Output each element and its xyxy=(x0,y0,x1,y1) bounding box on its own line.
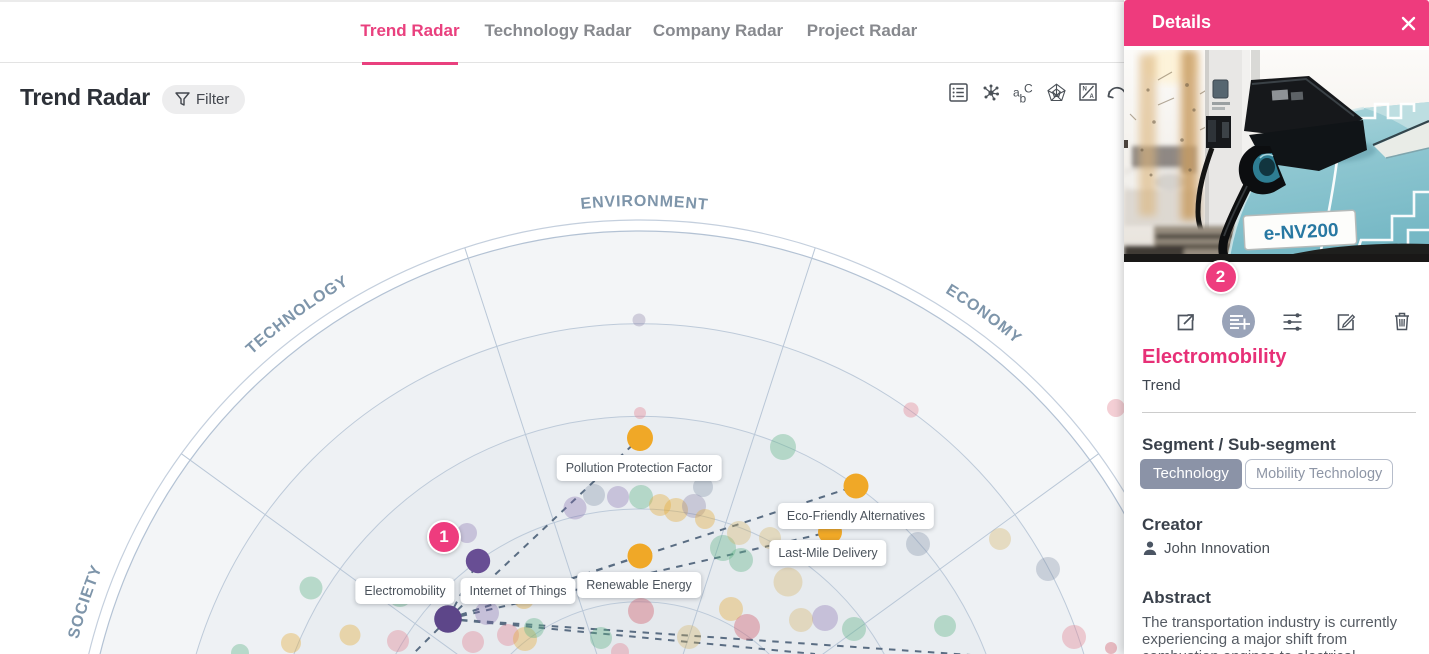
svg-text:a: a xyxy=(1013,86,1020,100)
svg-text:C: C xyxy=(1024,83,1033,96)
svg-text:b: b xyxy=(1020,92,1027,105)
svg-text:N: N xyxy=(1083,87,1087,93)
svg-text:e-NV200: e-NV200 xyxy=(1263,220,1339,245)
svg-text:A: A xyxy=(1090,94,1095,100)
